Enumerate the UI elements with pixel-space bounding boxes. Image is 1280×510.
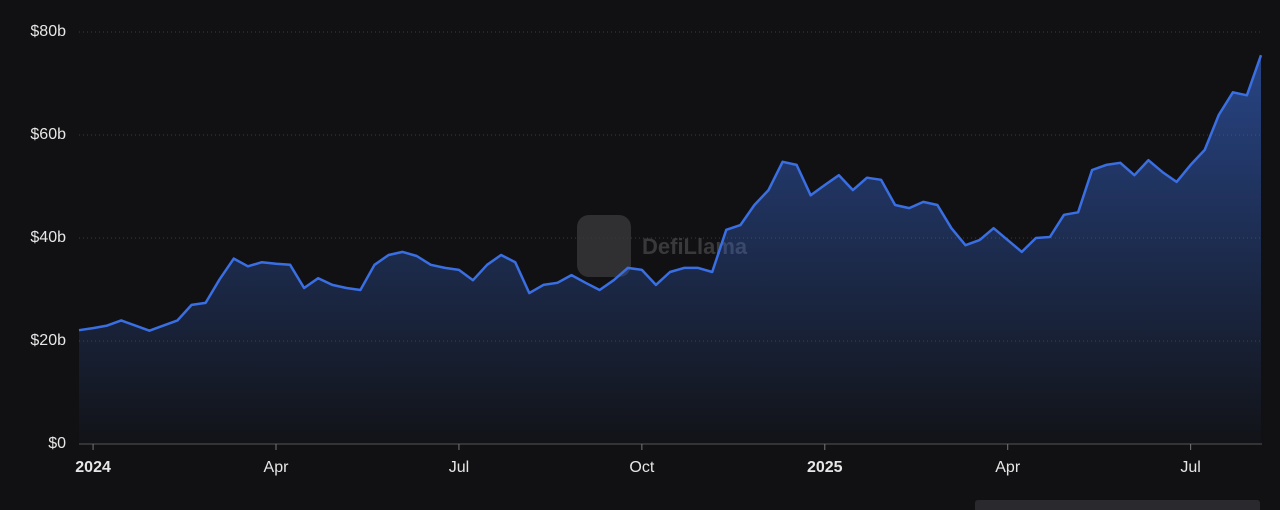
range-selector[interactable] bbox=[975, 500, 1260, 510]
line bbox=[78, 54, 1263, 332]
y-tick-label: $0 bbox=[48, 435, 66, 452]
x-tick-label: Oct bbox=[629, 459, 654, 476]
y-tick-label: $20b bbox=[30, 332, 66, 349]
x-tick-label: Jul bbox=[449, 459, 469, 476]
x-tick-label: Jul bbox=[1180, 459, 1200, 476]
watermark-logo bbox=[577, 215, 631, 277]
x-tick-label: Apr bbox=[995, 459, 1021, 476]
y-tick-label: $60b bbox=[30, 126, 66, 143]
y-tick-label: $80b bbox=[30, 23, 66, 40]
x-tick-label: Apr bbox=[264, 459, 290, 476]
x-tick-label: 2025 bbox=[807, 459, 843, 476]
area bbox=[79, 55, 1261, 444]
x-tick-label: 2024 bbox=[75, 459, 111, 476]
y-tick-label: $40b bbox=[30, 229, 66, 246]
